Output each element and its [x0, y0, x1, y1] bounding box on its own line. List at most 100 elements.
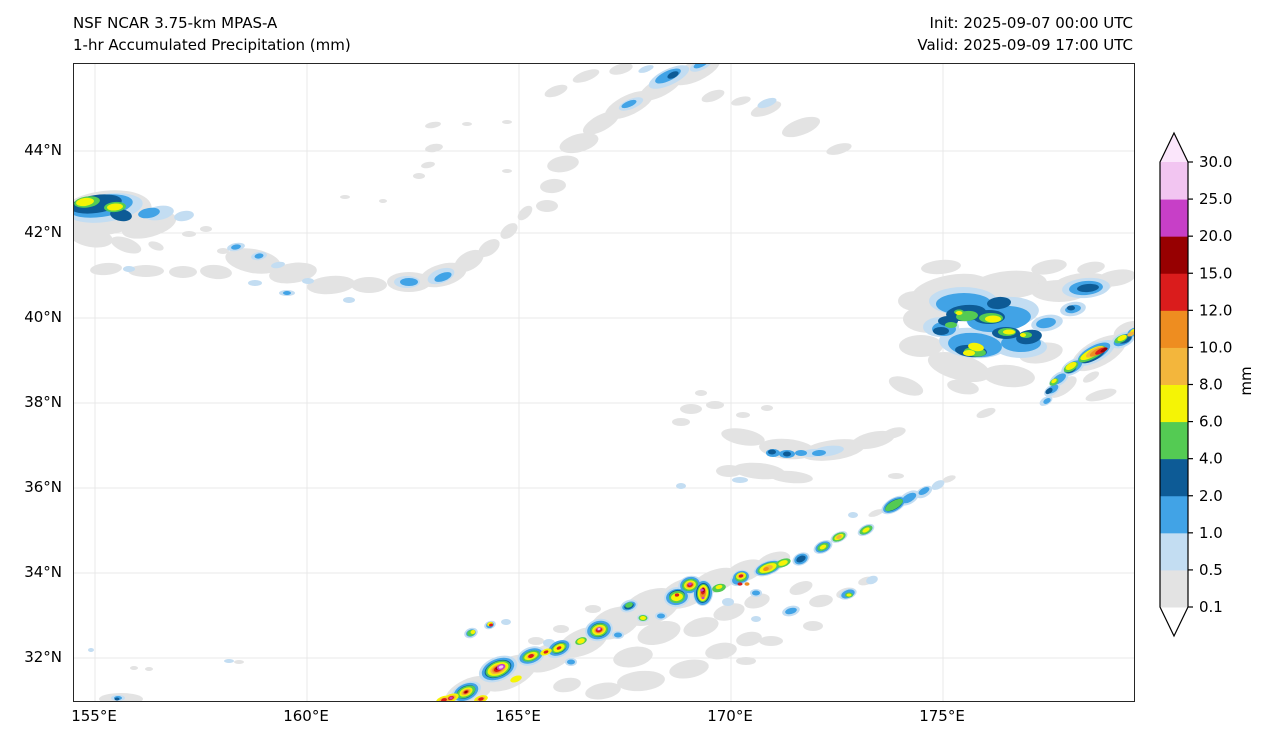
precip-blob-dr	[1100, 347, 1108, 353]
precip-blob-g	[701, 89, 725, 103]
precip-blob-g	[695, 390, 707, 396]
x-tick-label: 165°E	[495, 707, 541, 725]
precip-blob-g	[217, 248, 229, 254]
colorbar-tick-label: 6.0	[1199, 413, 1223, 431]
colorbar-segment	[1160, 458, 1188, 497]
precip-blob-g	[582, 111, 620, 135]
precip-blob-y	[862, 527, 870, 533]
colorbar-tick-label: 2.0	[1199, 487, 1223, 505]
precip-blob-b3	[987, 296, 1011, 310]
colorbar-svg: 0.1 0.5 1.0 2.0 4.0 6.0 8.0 10.0 12.0 15.0 20.0 25.…	[1159, 131, 1232, 638]
precip-blob-g	[705, 642, 737, 660]
precip-blob-g	[234, 660, 244, 664]
precip-blob-y	[577, 638, 585, 644]
precip-blob-b2	[1036, 317, 1056, 329]
precip-blob-g	[169, 266, 197, 278]
y-tick-label: 40°N	[24, 308, 62, 326]
precip-blob-y	[819, 544, 827, 550]
y-tick-label: 42°N	[24, 223, 62, 241]
precipitation-contours	[74, 64, 1134, 701]
precip-blob-b2	[614, 632, 622, 638]
precip-blob-b2	[812, 449, 826, 457]
precip-blob-b2	[434, 272, 452, 282]
precip-blob-g	[782, 116, 820, 138]
title-line-1: NSF NCAR 3.75-km MPAS-A	[73, 14, 278, 32]
precip-blob-g	[613, 646, 653, 668]
colorbar-segment	[1160, 347, 1188, 385]
precip-blob-y	[778, 560, 788, 566]
precip-blob-r	[543, 650, 549, 654]
precip-blob-b3	[667, 71, 679, 79]
precip-blob-g	[713, 603, 745, 621]
precip-blob-g	[609, 64, 633, 75]
y-tick-label: 38°N	[24, 393, 62, 411]
precip-blob-g	[110, 236, 142, 254]
precip-blob-y	[1051, 378, 1057, 384]
title-line-2: 1-hr Accumulated Precipitation (mm)	[73, 36, 351, 54]
valid-time-label: Valid: 2025-09-09 17:00 UTC	[917, 36, 1133, 54]
precip-blob-y	[968, 342, 984, 352]
precip-blob-y	[715, 584, 723, 590]
precip-blob-g	[269, 262, 317, 284]
y-tick-label: 34°N	[24, 563, 62, 581]
precip-blob-g	[90, 262, 122, 276]
precip-blob-g	[942, 475, 956, 483]
precip-blob-b2	[752, 590, 760, 596]
colorbar-segment	[1160, 236, 1188, 274]
x-tick-label: 160°E	[283, 707, 329, 725]
precip-blob-b2	[918, 487, 930, 495]
precip-blob-g	[413, 173, 425, 179]
colorbar: 0.1 0.5 1.0 2.0 4.0 6.0 8.0 10.0 12.0 15.0 20.0 25.…	[1155, 125, 1268, 650]
precip-blob-gr	[625, 602, 633, 608]
precip-blob-g	[500, 223, 518, 239]
precip-blob-b3	[783, 451, 791, 457]
precip-blob-b3	[1077, 283, 1099, 293]
run-metadata: Init: 2025-09-07 00:00 UTC Valid: 2025-0…	[917, 12, 1133, 56]
precip-blob-m	[700, 588, 704, 592]
precip-blob-b2	[693, 64, 709, 69]
precip-blob-g	[898, 291, 934, 311]
colorbar-tick-label: 0.1	[1199, 598, 1223, 616]
precip-blob-g	[528, 637, 544, 645]
precip-blob-o2	[744, 582, 750, 586]
precip-blob-r	[528, 654, 534, 658]
precip-blob-b3	[933, 327, 949, 335]
precip-blob-b2	[795, 450, 807, 456]
precip-blob-g	[462, 122, 472, 126]
precip-blob-g	[559, 132, 599, 154]
precip-blob-g	[502, 120, 512, 124]
precip-blob-r	[478, 697, 484, 701]
colorbar-tick-label: 8.0	[1199, 376, 1223, 394]
colorbar-segment	[1160, 532, 1188, 571]
precip-blob-b3	[796, 555, 806, 563]
y-tick-label: 36°N	[24, 478, 62, 496]
precip-blob-g	[976, 407, 996, 419]
precip-blob-b1	[848, 512, 858, 518]
precip-blob-g	[536, 200, 558, 212]
precip-blob-g	[669, 659, 709, 679]
precip-blob-y	[1020, 333, 1026, 337]
precip-blob-g	[145, 667, 153, 671]
precip-blob-y	[955, 311, 963, 315]
colorbar-tick-label: 20.0	[1199, 227, 1232, 245]
precip-blob-g	[809, 594, 833, 608]
precip-blob-g	[553, 677, 581, 693]
map-axes	[73, 63, 1135, 702]
precip-blob-g	[789, 581, 813, 595]
precip-blob-g	[200, 264, 232, 280]
precip-blob-y	[107, 203, 123, 211]
precip-blob-b1	[224, 659, 234, 663]
precip-blob-b2	[785, 607, 797, 615]
precip-blob-g	[148, 241, 164, 251]
precip-blob-b2	[138, 207, 160, 219]
precip-blob-b1	[931, 480, 945, 490]
precip-blob-b2	[400, 278, 418, 286]
precip-blob-r	[674, 593, 680, 597]
x-tick-label: 170°E	[707, 707, 753, 725]
precip-blob-y	[640, 616, 646, 620]
precip-blob-g	[1082, 371, 1100, 383]
precip-blob-g	[759, 636, 783, 646]
precip-blob-g	[128, 265, 164, 277]
precip-blob-g	[683, 617, 719, 637]
precip-blob-g	[544, 84, 568, 98]
